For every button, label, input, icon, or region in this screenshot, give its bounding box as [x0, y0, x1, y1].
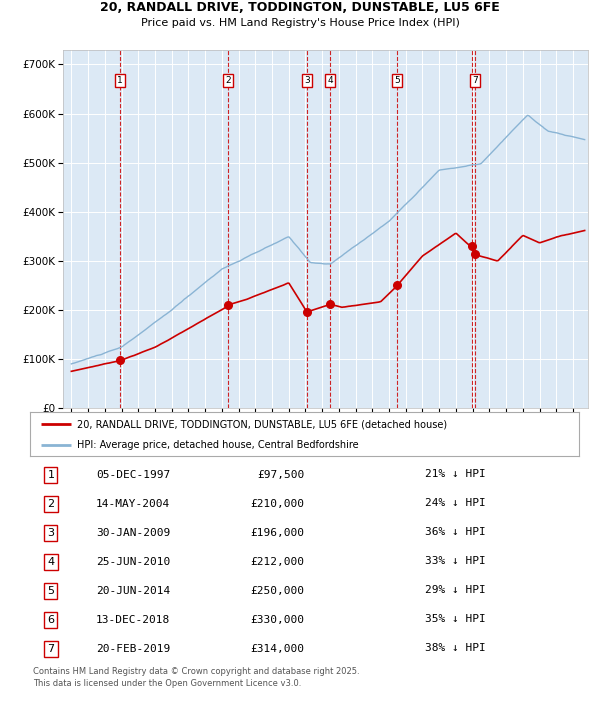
Text: 4: 4 [328, 76, 333, 84]
Text: 30-JAN-2009: 30-JAN-2009 [96, 528, 170, 538]
Text: £330,000: £330,000 [251, 615, 305, 626]
Text: 33% ↓ HPI: 33% ↓ HPI [425, 556, 486, 566]
Text: 1: 1 [47, 469, 55, 480]
Text: HPI: Average price, detached house, Central Bedfordshire: HPI: Average price, detached house, Cent… [77, 439, 358, 450]
Text: £97,500: £97,500 [257, 469, 305, 480]
Text: 7: 7 [47, 644, 55, 655]
Text: 5: 5 [394, 76, 400, 84]
Text: 3: 3 [47, 528, 55, 538]
Text: 20-FEB-2019: 20-FEB-2019 [96, 644, 170, 655]
Text: 20-JUN-2014: 20-JUN-2014 [96, 586, 170, 596]
Text: 05-DEC-1997: 05-DEC-1997 [96, 469, 170, 480]
Text: 2: 2 [225, 76, 231, 84]
Text: £196,000: £196,000 [251, 528, 305, 538]
Text: £250,000: £250,000 [251, 586, 305, 596]
Text: 20, RANDALL DRIVE, TODDINGTON, DUNSTABLE, LU5 6FE (detached house): 20, RANDALL DRIVE, TODDINGTON, DUNSTABLE… [77, 419, 447, 429]
Text: £314,000: £314,000 [251, 644, 305, 655]
Text: 35% ↓ HPI: 35% ↓ HPI [425, 614, 486, 624]
Text: 6: 6 [47, 615, 55, 626]
Text: 1: 1 [118, 76, 123, 84]
Text: 4: 4 [47, 557, 55, 567]
Text: 3: 3 [304, 76, 310, 84]
Text: 21% ↓ HPI: 21% ↓ HPI [425, 469, 486, 479]
Text: Contains HM Land Registry data © Crown copyright and database right 2025.
This d: Contains HM Land Registry data © Crown c… [33, 667, 359, 688]
Text: 5: 5 [47, 586, 55, 596]
Text: 7: 7 [472, 76, 478, 84]
Text: 38% ↓ HPI: 38% ↓ HPI [425, 643, 486, 653]
Text: 29% ↓ HPI: 29% ↓ HPI [425, 585, 486, 595]
Text: Price paid vs. HM Land Registry's House Price Index (HPI): Price paid vs. HM Land Registry's House … [140, 18, 460, 28]
Text: £210,000: £210,000 [251, 498, 305, 509]
Text: 14-MAY-2004: 14-MAY-2004 [96, 498, 170, 509]
Text: 36% ↓ HPI: 36% ↓ HPI [425, 527, 486, 537]
Text: 2: 2 [47, 498, 55, 509]
Text: 13-DEC-2018: 13-DEC-2018 [96, 615, 170, 626]
Text: 25-JUN-2010: 25-JUN-2010 [96, 557, 170, 567]
Text: 24% ↓ HPI: 24% ↓ HPI [425, 498, 486, 508]
Text: £212,000: £212,000 [251, 557, 305, 567]
Text: 20, RANDALL DRIVE, TODDINGTON, DUNSTABLE, LU5 6FE: 20, RANDALL DRIVE, TODDINGTON, DUNSTABLE… [100, 1, 500, 14]
